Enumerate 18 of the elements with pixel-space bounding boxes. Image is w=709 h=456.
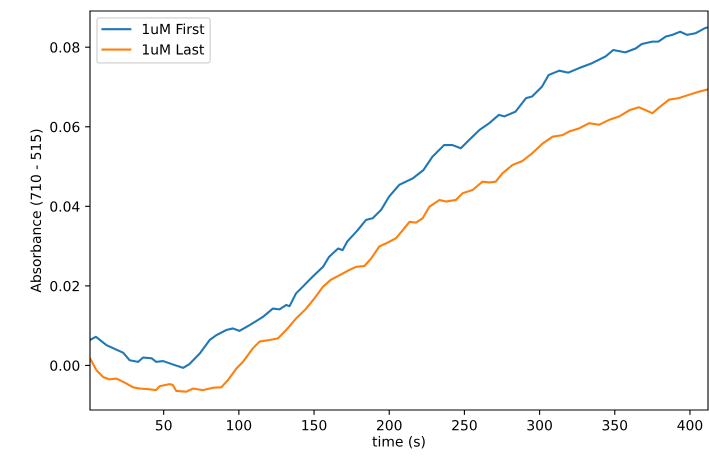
y-tick-label: 0.00 [50, 360, 80, 371]
x-tick-label: 400 [677, 420, 702, 430]
x-tick-label: 250 [452, 420, 477, 430]
legend-label: 1uM First [142, 24, 204, 34]
legend-label: 1uM Last [142, 44, 204, 55]
y-axis-title: Absorbance (710 - 515) [30, 130, 43, 292]
x-axis-title: time (s) [372, 436, 425, 448]
x-tick-label: 50 [156, 420, 172, 430]
y-tick-label: 0.08 [50, 42, 80, 53]
x-tick-label: 200 [376, 420, 402, 430]
x-tick-label: 100 [227, 420, 252, 430]
y-tick-label: 0.02 [50, 280, 79, 292]
y-tick-label: 0.06 [50, 122, 80, 132]
line-series [90, 88, 708, 393]
y-tick-label: 0.04 [50, 201, 80, 212]
x-tick-label: 150 [302, 420, 326, 430]
x-tick-label: 350 [602, 420, 628, 430]
x-tick-label: 300 [527, 420, 552, 430]
